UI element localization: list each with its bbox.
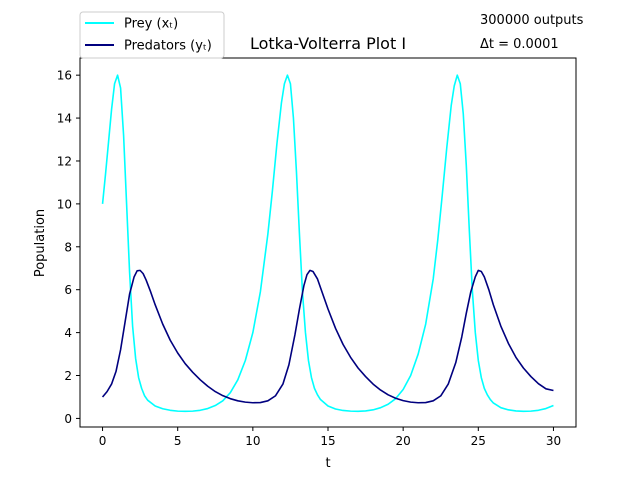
axis-ticks: 0 5 10 15 20 25 30 0 2 4 6 8 10 12 14 16: [57, 69, 561, 448]
legend-label-predators: Predators (yₜ): [124, 39, 212, 54]
y-tick-label: 8: [64, 240, 72, 254]
legend: Prey (xₜ) Predators (yₜ): [79, 11, 225, 59]
x-tick-label: 0: [99, 434, 107, 448]
predators-series-line: [101, 269, 554, 404]
y-tick-label: 2: [64, 369, 72, 383]
legend-box: [79, 11, 225, 59]
y-tick-label: 16: [57, 69, 72, 83]
y-tick-label: 10: [57, 197, 72, 211]
legend-label-prey: Prey (xₜ): [124, 17, 178, 32]
y-tick-label: 14: [57, 112, 72, 126]
x-tick-label: 20: [396, 434, 411, 448]
y-tick-label: 12: [57, 154, 72, 168]
y-tick-label: 0: [64, 412, 72, 426]
x-tick-label: 10: [245, 434, 260, 448]
plot-area: [101, 74, 554, 413]
y-tick-label: 4: [64, 326, 72, 340]
x-tick-label: 30: [546, 434, 561, 448]
timestep-annotation: Δt = 0.0001: [480, 37, 559, 52]
x-tick-label: 5: [174, 434, 182, 448]
x-tick-label: 15: [320, 434, 335, 448]
x-axis-label: t: [325, 456, 330, 471]
prey-series-line: [101, 74, 554, 413]
chart-title: Lotka-Volterra Plot I: [250, 34, 406, 53]
outputs-annotation: 300000 outputs: [480, 13, 584, 28]
x-tick-label: 25: [471, 434, 486, 448]
y-tick-label: 6: [64, 283, 72, 297]
y-axis-label: Population: [33, 209, 48, 277]
